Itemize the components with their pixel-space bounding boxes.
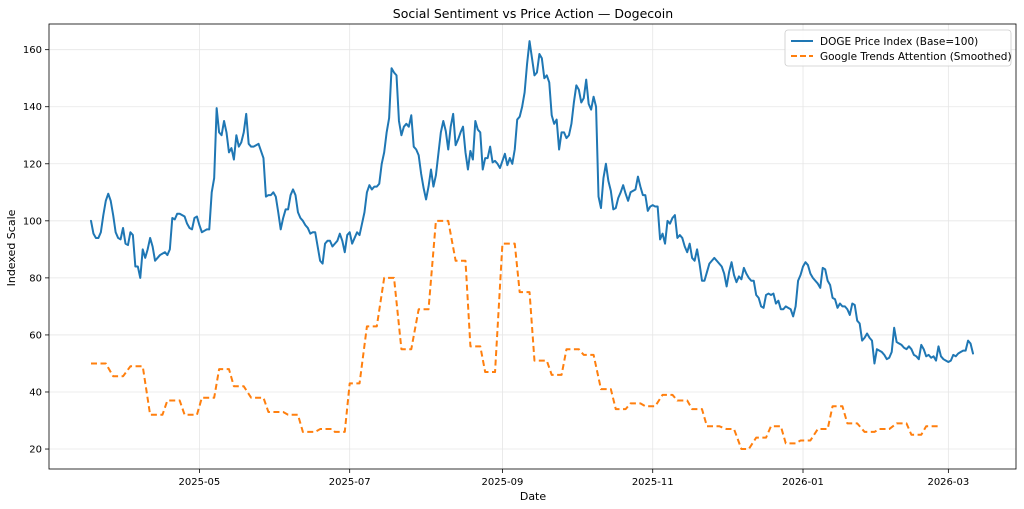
x-tick-label: 2025-05 — [179, 477, 221, 488]
trends-series-line — [91, 219, 939, 451]
legend-label-price: DOGE Price Index (Base=100) — [820, 36, 978, 48]
legend: DOGE Price Index (Base=100) Google Trend… — [784, 29, 1012, 67]
plot-frame — [48, 23, 1017, 470]
chart-title: Social Sentiment vs Price Action — Dogec… — [393, 6, 673, 21]
y-tick-label: 160 — [23, 45, 42, 56]
y-tick-label: 20 — [29, 445, 42, 456]
y-tick-label: 40 — [29, 387, 42, 398]
y-axis-label: Indexed Scale — [5, 209, 18, 286]
y-tick-label: 120 — [23, 159, 42, 170]
grid — [49, 24, 1016, 469]
y-tick-label: 80 — [29, 273, 42, 284]
x-axis-label: Date — [520, 490, 547, 503]
series-layer — [90, 40, 974, 451]
y-tick-label: 60 — [29, 330, 42, 341]
x-tick-label: 2026-03 — [927, 477, 969, 488]
legend-box — [784, 29, 1012, 67]
y-tick-label: 140 — [23, 102, 42, 113]
x-tick-label: 2025-07 — [329, 477, 371, 488]
y-tick-label: 100 — [23, 216, 42, 227]
legend-label-trends: Google Trends Attention (Smoothed) — [820, 51, 1012, 63]
price-series-line — [90, 40, 974, 365]
x-tick-label: 2026-01 — [782, 477, 824, 488]
ticks: 20 40 60 80 100 120 140 160 2025-05 2025-07 2025-0… — [23, 45, 969, 488]
x-tick-label: 2025-09 — [482, 477, 524, 488]
x-tick-label: 2025-11 — [632, 477, 674, 488]
